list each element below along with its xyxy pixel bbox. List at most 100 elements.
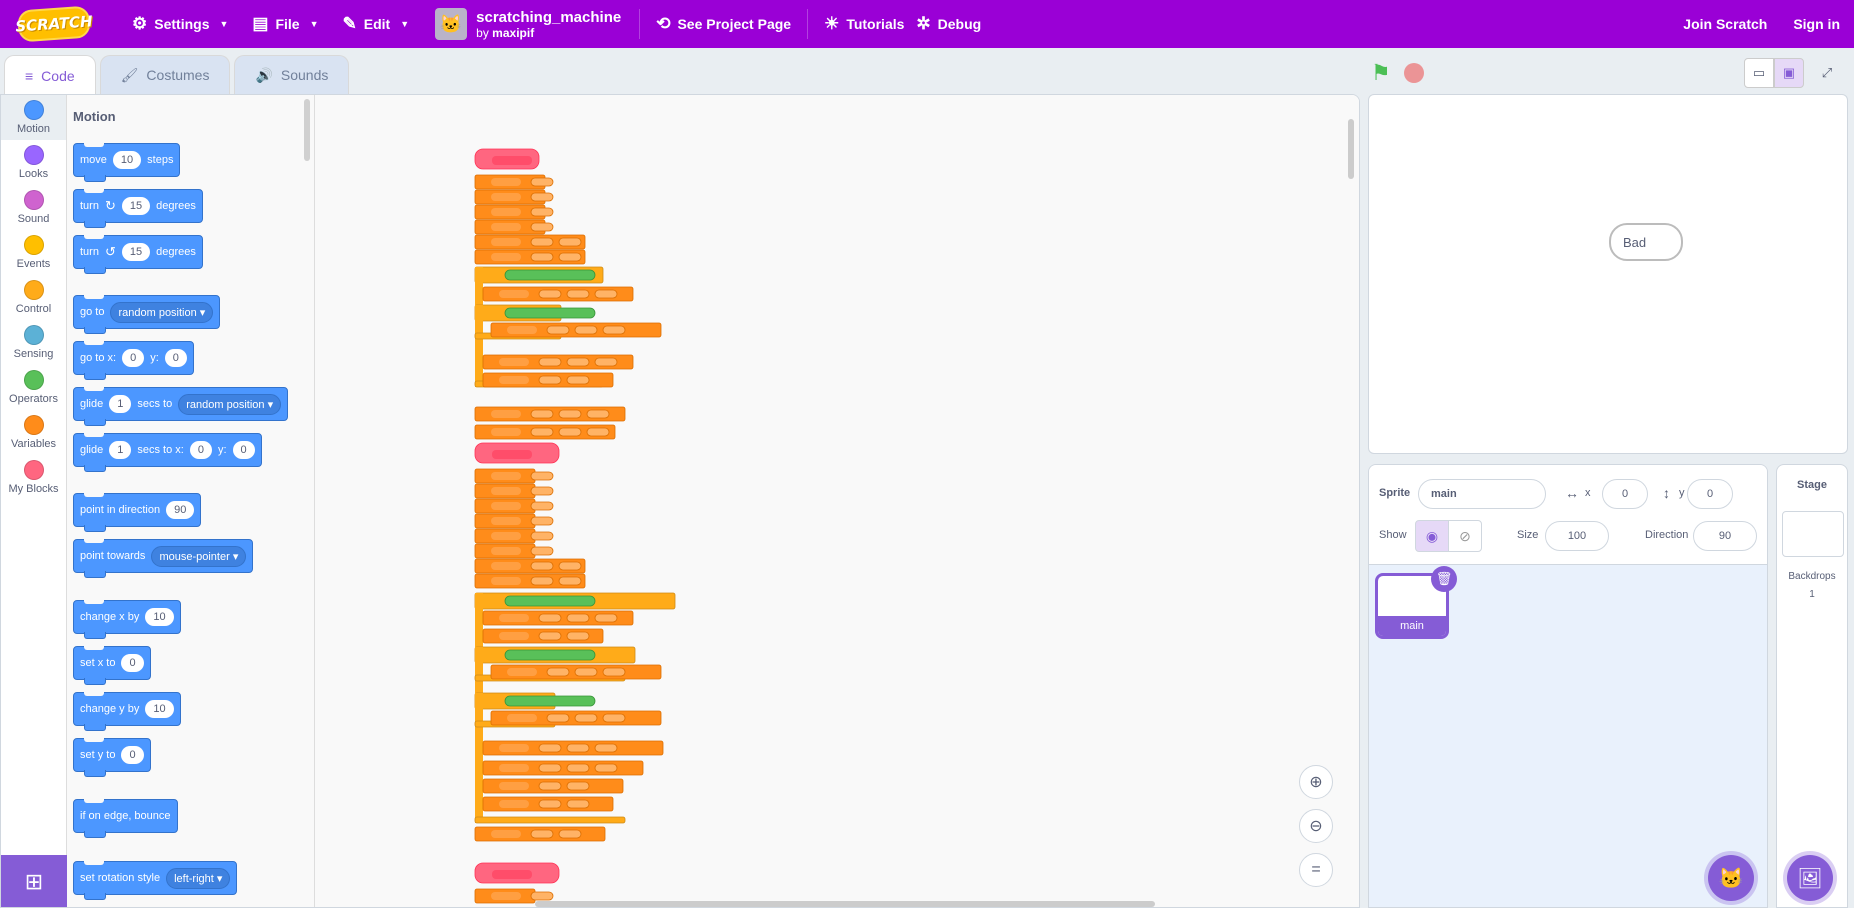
category-sensing[interactable]: Sensing <box>1 320 66 365</box>
see-project-page-button[interactable]: ⟲ See Project Page <box>644 0 803 48</box>
reporter-slot <box>602 713 626 723</box>
rotate-right-icon: ↻ <box>104 198 116 213</box>
block-input[interactable]: 10 <box>145 700 174 718</box>
script-area[interactable]: ⊕ ⊖ = <box>315 95 1359 907</box>
block-input[interactable]: 0 <box>164 349 187 367</box>
choose-backdrop-button[interactable]: 🖼 <box>1787 855 1833 901</box>
file-menu[interactable]: ▤ File ▼ <box>240 0 330 48</box>
category-control[interactable]: Control <box>1 275 66 320</box>
block-set-x[interactable]: set x to 0 <box>73 646 151 685</box>
green-flag-icon[interactable]: ⚑ <box>1371 60 1391 85</box>
fullscreen-button[interactable]: ⤢ <box>1812 58 1842 88</box>
project-thumbnail[interactable]: 🐱 <box>435 8 468 40</box>
block-input[interactable]: 10 <box>112 151 142 169</box>
block-input[interactable]: 1 <box>109 441 132 459</box>
variable-dropdown <box>491 577 521 585</box>
stage-thumbnail[interactable] <box>1782 511 1844 557</box>
block-input[interactable]: 15 <box>121 197 151 215</box>
category-motion[interactable]: Motion <box>1 95 66 140</box>
block-input[interactable]: 0 <box>122 349 145 367</box>
tab-code[interactable]: ≡ Code <box>4 55 96 95</box>
divider <box>807 9 809 39</box>
stage-selector[interactable]: Stage Backdrops 1 🖼 <box>1776 464 1848 908</box>
choose-sprite-button[interactable]: 🐱 <box>1708 855 1754 901</box>
block-turn-left[interactable]: turn ↺ 15 degrees <box>73 235 203 274</box>
y-input[interactable]: 0 <box>1687 479 1733 509</box>
category-color-dot <box>23 415 44 435</box>
category-variables[interactable]: Variables <box>1 410 66 455</box>
x-arrows-icon: ↔ <box>1565 485 1579 501</box>
block-input[interactable]: 0 <box>189 441 212 459</box>
tab-costumes[interactable]: 🖌 Costumes <box>99 55 231 94</box>
block-input[interactable]: 0 <box>232 441 255 459</box>
block-dropdown[interactable]: random position ▾ <box>178 393 282 415</box>
block-input[interactable]: 1 <box>109 395 132 413</box>
block-input[interactable]: 10 <box>145 608 174 626</box>
tutorials-button[interactable]: ☀ Tutorials <box>812 0 916 48</box>
block-if-on-edge-bounce[interactable]: if on edge, bounce <box>73 799 178 838</box>
variable-dropdown <box>499 376 529 384</box>
stage-title: Stage <box>1797 479 1827 491</box>
zoom-reset-button[interactable]: = <box>1299 853 1333 887</box>
block-input[interactable]: 15 <box>121 243 151 261</box>
block-dropdown[interactable]: mouse-pointer ▾ <box>151 545 247 567</box>
block-point-in-direction[interactable]: point in direction 90 <box>73 493 202 532</box>
category-my-blocks[interactable]: My Blocks <box>1 455 66 500</box>
stop-icon[interactable] <box>1404 63 1424 83</box>
block-glide-to-xy[interactable]: glide 1 secs to x: 0 y: 0 <box>73 433 262 472</box>
add-extension-button[interactable]: ⊞ <box>1 855 67 907</box>
category-events[interactable]: Events <box>1 230 66 275</box>
category-operators[interactable]: Operators <box>1 365 66 410</box>
palette-scrollbar[interactable] <box>304 99 310 161</box>
block-dropdown[interactable]: left-right ▾ <box>166 867 231 889</box>
delete-sprite-button[interactable]: 🗑 <box>1431 566 1457 592</box>
show-visible-button[interactable]: ◉ <box>1415 520 1449 552</box>
tab-sounds[interactable]: 🔊 Sounds <box>234 55 350 94</box>
block-input[interactable]: 0 <box>121 746 144 764</box>
block-go-to[interactable]: go to random position ▾ <box>73 295 221 334</box>
block-go-to-xy[interactable]: go to x: 0 y: 0 <box>73 341 194 380</box>
sign-in-button[interactable]: Sign in <box>1793 16 1840 32</box>
horizontal-scrollbar[interactable] <box>535 901 1155 907</box>
vertical-scrollbar[interactable] <box>1348 119 1354 179</box>
category-sound[interactable]: Sound <box>1 185 66 230</box>
block-point-towards[interactable]: point towards mouse-pointer ▾ <box>73 539 254 578</box>
author-name[interactable]: maxipif <box>492 25 535 40</box>
settings-menu[interactable]: ⚙ Settings ▼ <box>120 0 240 48</box>
brush-icon: 🖌 <box>120 66 139 83</box>
block-change-x[interactable]: change x by 10 <box>73 600 181 639</box>
size-input[interactable]: 100 <box>1545 521 1609 551</box>
small-stage-button[interactable]: ▭ <box>1744 58 1774 88</box>
join-scratch-button[interactable]: Join Scratch <box>1683 16 1768 32</box>
edit-menu[interactable]: ✎ Edit ▼ <box>331 0 422 48</box>
block-turn-right[interactable]: turn ↻ 15 degrees <box>73 189 203 228</box>
block-set-rotation-style[interactable]: set rotation style left-right ▾ <box>73 861 238 900</box>
category-looks[interactable]: Looks <box>1 140 66 185</box>
project-title[interactable]: scratching_machine <box>476 8 622 26</box>
block-set-y[interactable]: set y to 0 <box>73 738 151 777</box>
x-input[interactable]: 0 <box>1602 479 1648 509</box>
variable-dropdown <box>491 502 521 510</box>
variable-dropdown <box>491 830 521 838</box>
zoom-in-button[interactable]: ⊕ <box>1299 765 1333 799</box>
category-label: Operators <box>9 393 58 405</box>
sprite-tile-label: main <box>1378 616 1446 636</box>
block-input[interactable]: 90 <box>166 501 195 519</box>
reporter-slot <box>530 427 554 437</box>
show-hidden-button[interactable]: ⊘ <box>1448 520 1482 552</box>
reporter-slot <box>546 713 570 723</box>
sprite-name-input[interactable]: main <box>1418 479 1546 509</box>
category-color-dot <box>23 145 44 165</box>
debug-button[interactable]: ✲ Debug <box>916 0 993 48</box>
condition-slot <box>504 649 596 661</box>
block-move-steps[interactable]: move 10 steps <box>73 143 181 182</box>
large-stage-button[interactable]: ▣ <box>1774 58 1804 88</box>
block-input[interactable]: 0 <box>121 654 144 672</box>
direction-input[interactable]: 90 <box>1693 521 1757 551</box>
block-change-y[interactable]: change y by 10 <box>73 692 181 731</box>
stage-canvas[interactable]: Bad <box>1368 94 1848 454</box>
zoom-out-button[interactable]: ⊖ <box>1299 809 1333 843</box>
scratch-logo[interactable]: SCRATCH <box>15 5 93 43</box>
block-glide-to[interactable]: glide 1 secs to random position ▾ <box>73 387 289 426</box>
block-dropdown[interactable]: random position ▾ <box>110 301 214 323</box>
